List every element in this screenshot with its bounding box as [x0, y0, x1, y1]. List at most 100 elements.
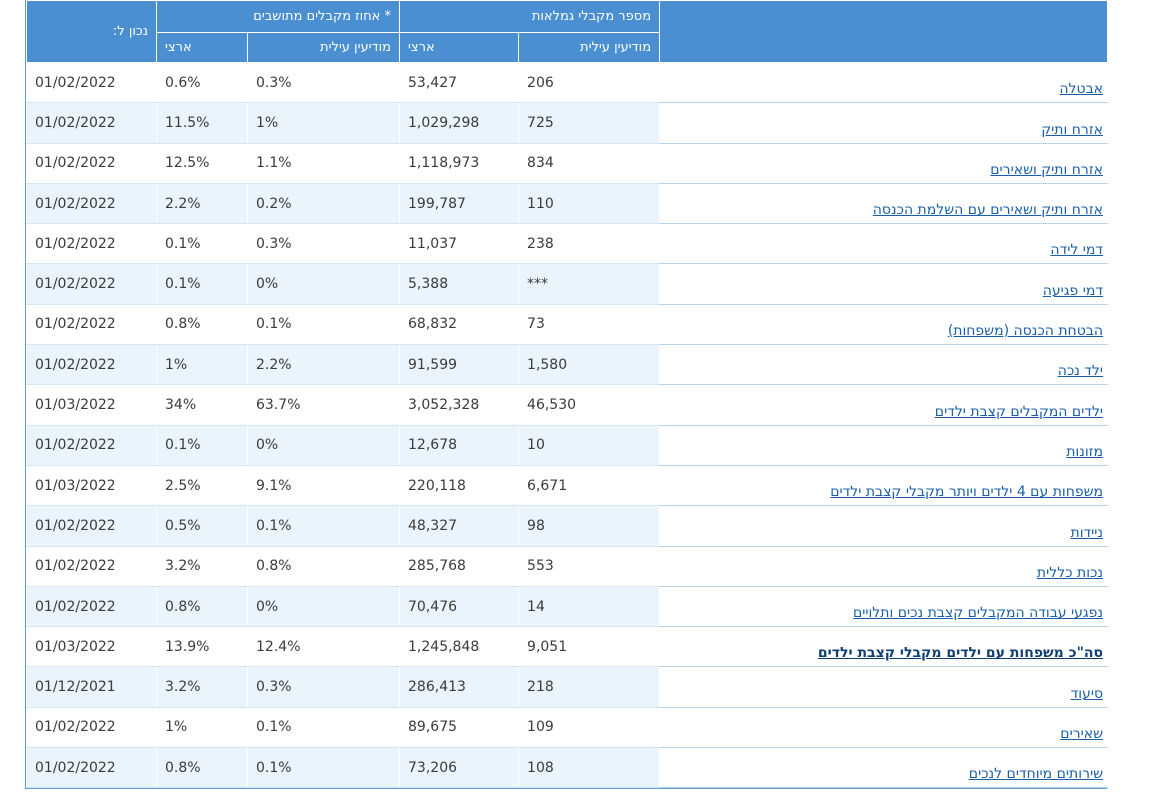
- recipients-modiin-cell: 238: [518, 223, 661, 265]
- percent-national-cell: 12.5%: [155, 143, 249, 184]
- percent-national-cell: 2.2%: [155, 183, 249, 225]
- benefit-name-cell: שירותים מיוחדים לנכים: [659, 747, 1109, 789]
- benefit-link[interactable]: סה"כ משפחות עם ילדים מקבלי קצבת ילדים: [817, 645, 1104, 662]
- benefit-link[interactable]: אזרח ותיק ושאירים עם השלמת הכנסה: [872, 202, 1104, 219]
- as-of-date-cell: 01/02/2022: [26, 143, 157, 184]
- benefit-link[interactable]: אזרח ותיק: [1041, 121, 1104, 138]
- benefit-link[interactable]: ילדים המקבלים קצבת ילדים: [934, 403, 1104, 420]
- recipients-modiin-cell: 109: [518, 707, 661, 749]
- percent-modiin-cell: 63.7%: [247, 384, 401, 426]
- percent-modiin-cell: 9.1%: [247, 465, 401, 507]
- as-of-date-cell: 01/02/2022: [26, 546, 157, 587]
- percent-modiin-cell: 0.3%: [247, 62, 401, 104]
- as-of-date-cell: 01/02/2022: [26, 505, 157, 547]
- benefit-link[interactable]: נכות כללית: [1036, 564, 1104, 581]
- benefit-name-cell: מזונות: [659, 425, 1109, 466]
- benefit-link[interactable]: שירותים מיוחדים לנכים: [968, 766, 1104, 783]
- recipients-national-cell: 91,599: [399, 344, 520, 386]
- as-of-date-cell: 01/02/2022: [26, 707, 157, 749]
- as-of-date-cell: 01/02/2022: [26, 223, 157, 265]
- table-row: ילד נכה 1,580 91,599 2.2% 1% 01/02/2022: [26, 344, 1109, 386]
- recipients-modiin-cell: 206: [518, 62, 661, 104]
- percent-national-cell: 34%: [155, 384, 249, 426]
- benefit-name-cell: אזרח ותיק: [659, 102, 1109, 144]
- percent-modiin-cell: 0.1%: [247, 707, 401, 749]
- percent-national-cell: 0.8%: [155, 747, 249, 789]
- benefit-link[interactable]: שאירים: [1060, 726, 1104, 743]
- recipients-national-cell: 220,118: [399, 465, 520, 507]
- percent-modiin-header: מודיעין עילית: [247, 32, 401, 63]
- percent-modiin-cell: 0.1%: [247, 747, 401, 789]
- percent-modiin-cell: 0.1%: [247, 304, 401, 346]
- recipients-modiin-cell: 108: [518, 747, 661, 789]
- recipients-national-cell: 11,037: [399, 223, 520, 265]
- benefit-link[interactable]: ילד נכה: [1057, 363, 1104, 380]
- table-row: אזרח ותיק 725 1,029,298 1% 11.5% 01/02/2022: [26, 102, 1109, 144]
- percent-national-cell: 0.8%: [155, 304, 249, 346]
- as-of-date-cell: 01/03/2022: [26, 626, 157, 668]
- recipients-modiin-cell: 834: [518, 143, 661, 184]
- recipients-national-cell: 68,832: [399, 304, 520, 346]
- benefit-link[interactable]: נפגעי עבודה המקבלים קצבת נכים ותלויים: [852, 605, 1104, 622]
- percent-modiin-cell: 0.3%: [247, 666, 401, 708]
- benefits-table: מספר מקבלי גמלאות * אחוז מקבלים מתושבים …: [26, 0, 1109, 789]
- percent-national-cell: 1%: [155, 707, 249, 749]
- benefit-name-cell: סה"כ משפחות עם ילדים מקבלי קצבת ילדים: [659, 626, 1109, 668]
- table-row: משפחות עם 4 ילדים ויותר מקבלי קצבת ילדים…: [26, 465, 1109, 507]
- benefit-name-cell: ילדים המקבלים קצבת ילדים: [659, 384, 1109, 426]
- percent-modiin-cell: 0%: [247, 263, 401, 305]
- as-of-date-cell: 01/02/2022: [26, 102, 157, 144]
- benefits-table-container: מספר מקבלי גמלאות * אחוז מקבלים מתושבים …: [25, 0, 1109, 789]
- table-row: סיעוד 218 286,413 0.3% 3.2% 01/12/2021: [26, 666, 1109, 708]
- percent-modiin-cell: 1%: [247, 102, 401, 144]
- benefit-name-cell: ילד נכה: [659, 344, 1109, 386]
- percent-national-cell: 0.8%: [155, 586, 249, 628]
- recipients-modiin-cell: 1,580: [518, 344, 661, 386]
- benefit-link[interactable]: אזרח ותיק ושאירים: [990, 161, 1104, 178]
- benefit-link[interactable]: אבטלה: [1059, 81, 1104, 98]
- benefits-table-body: אבטלה 206 53,427 0.3% 0.6% 01/02/2022 אזרח ותי…: [26, 62, 1109, 789]
- percent-modiin-cell: 0%: [247, 586, 401, 628]
- as-of-date-cell: 01/02/2022: [26, 304, 157, 346]
- percent-national-header: ארצי: [155, 32, 249, 63]
- recipients-national-cell: 12,678: [399, 425, 520, 466]
- table-row: אבטלה 206 53,427 0.3% 0.6% 01/02/2022: [26, 62, 1109, 104]
- recipients-modiin-cell: 46,530: [518, 384, 661, 426]
- percent-national-cell: 0.5%: [155, 505, 249, 547]
- as-of-date-cell: 01/02/2022: [26, 425, 157, 466]
- as-of-header: נכון ל:: [26, 0, 157, 63]
- recipients-modiin-cell: ***: [518, 263, 661, 305]
- table-row: שירותים מיוחדים לנכים 108 73,206 0.1% 0.8% 01…: [26, 747, 1109, 789]
- benefit-link[interactable]: דמי לידה: [1050, 242, 1104, 259]
- recipients-modiin-cell: 725: [518, 102, 661, 144]
- recipients-national-cell: 1,245,848: [399, 626, 520, 668]
- percent-national-cell: 3.2%: [155, 546, 249, 587]
- table-row: דמי פגיעה *** 5,388 0% 0.1% 01/02/2022: [26, 263, 1109, 305]
- table-row: מזונות 10 12,678 0% 0.1% 01/02/2022: [26, 425, 1109, 466]
- benefit-name-cell: דמי לידה: [659, 223, 1109, 265]
- recipients-modiin-header: מודיעין עילית: [518, 32, 661, 63]
- benefit-link[interactable]: הבטחת הכנסה (משפחות): [947, 323, 1104, 340]
- percent-group-header: * אחוז מקבלים מתושבים: [155, 0, 401, 33]
- table-row: סה"כ משפחות עם ילדים מקבלי קצבת ילדים 9,0…: [26, 626, 1109, 668]
- percent-national-cell: 3.2%: [155, 666, 249, 708]
- as-of-date-cell: 01/03/2022: [26, 384, 157, 426]
- benefit-name-cell: סיעוד: [659, 666, 1109, 708]
- recipients-national-cell: 70,476: [399, 586, 520, 628]
- table-row: ניידות 98 48,327 0.1% 0.5% 01/02/2022: [26, 505, 1109, 547]
- benefit-name-cell: משפחות עם 4 ילדים ויותר מקבלי קצבת ילדים: [659, 465, 1109, 507]
- recipients-modiin-cell: 9,051: [518, 626, 661, 668]
- benefit-name-cell: אבטלה: [659, 62, 1109, 104]
- benefit-link[interactable]: סיעוד: [1070, 685, 1104, 702]
- table-row: שאירים 109 89,675 0.1% 1% 01/02/2022: [26, 707, 1109, 749]
- benefit-link[interactable]: ניידות: [1070, 524, 1104, 541]
- percent-national-cell: 0.1%: [155, 263, 249, 305]
- recipients-national-cell: 89,675: [399, 707, 520, 749]
- benefit-link[interactable]: משפחות עם 4 ילדים ויותר מקבלי קצבת ילדים: [830, 484, 1104, 501]
- percent-modiin-cell: 12.4%: [247, 626, 401, 668]
- as-of-date-cell: 01/02/2022: [26, 183, 157, 225]
- table-row: דמי לידה 238 11,037 0.3% 0.1% 01/02/2022: [26, 223, 1109, 265]
- benefit-link[interactable]: דמי פגיעה: [1042, 282, 1104, 299]
- benefit-link[interactable]: מזונות: [1066, 443, 1104, 460]
- percent-modiin-cell: 0.2%: [247, 183, 401, 225]
